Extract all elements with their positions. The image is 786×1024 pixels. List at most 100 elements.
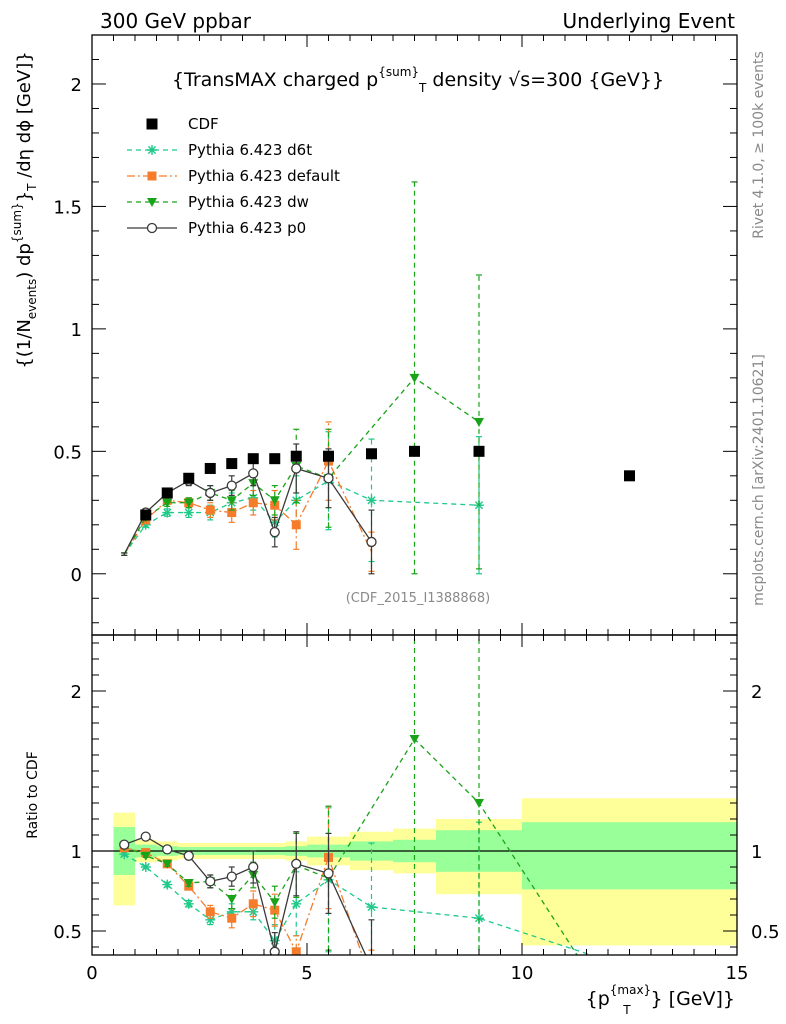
ratio-point-d6t [119,849,130,860]
ratio-point-default [205,907,215,917]
main-point-dw [269,496,280,506]
main-y-tick-label: 0 [71,565,82,586]
main-y-tick-label: 1.5 [53,197,82,218]
legend-entry-dw: Pythia 6.423 dw [127,193,309,211]
ratio-point-dw [140,851,151,861]
main-point-dw [162,498,173,508]
main-series-d6t [121,431,484,575]
main-plot-data [121,181,635,575]
main-point-p0 [323,473,334,484]
ratio-point-dw [183,879,194,888]
ratio-point-p0 [226,871,237,882]
main-point-p0 [366,536,377,548]
main-point-p0 [205,487,216,499]
ratio-point-default [270,905,280,915]
legend-marker-p0 [146,222,158,234]
ratio-y-tick-label-right: 2 [751,682,762,703]
ratio-y-tick-label: 2 [71,682,82,703]
main-point-cdf [366,448,377,460]
x-tick-label: 0 [86,963,97,984]
main-point-d6t [162,507,173,518]
legend-marker-default [147,171,157,181]
ratio-band-inner [522,822,737,890]
main-y-tick-label: 2 [71,75,82,96]
ratio-point-d6t [366,902,377,912]
ratio-y-axis-label: Ratio to CDF [25,751,41,839]
legend-marker-d6t [147,145,157,155]
ratio-point-default [291,947,301,955]
main-point-cdf [204,462,216,474]
main-point-cdf [624,470,635,482]
ratio-point-default [367,978,376,987]
main-point-p0 [291,463,302,474]
analysis-watermark: (CDF_2015_I1388868) [346,591,491,606]
main-point-p0 [248,468,259,479]
main-series-default [121,421,375,572]
ratio-y-tick-label-right: 1 [751,842,762,863]
ratio-point-p0 [183,850,194,861]
main-line-dw [123,376,480,555]
main-point-d6t [183,507,194,518]
legend-label-dw: Pythia 6.423 dw [188,193,309,211]
legend-entry-d6t: Pythia 6.423 d6t [127,141,312,159]
ratio-point-d6t [140,862,151,872]
ratio-series-p0 [119,831,376,972]
main-point-cdf [247,453,259,465]
ratio-y-tick-label-right: 0.5 [751,922,780,943]
main-series-dw [121,181,484,575]
main-line-p0 [123,467,373,555]
main-point-dw [183,498,194,508]
x-tick-label: 10 [511,963,534,984]
ratio-point-dw [409,735,420,744]
legend-label-cdf: CDF [188,115,219,133]
main-point-dw [226,496,237,506]
main-point-d6t [366,495,377,506]
ratio-point-p0 [162,844,173,855]
ratio-point-d6t [183,898,194,909]
main-line-d6t [123,479,480,555]
main-series-cdf [140,445,635,521]
legend-label-p0: Pythia 6.423 p0 [188,219,306,237]
main-point-p0 [269,526,280,538]
main-point-cdf [473,445,485,457]
ratio-plot-data [92,635,737,987]
ratio-point-p0 [269,946,280,955]
main-y-tick-label: 0.5 [53,442,82,463]
ratio-point-p0 [205,876,216,887]
axes: 00.511.520.5 0.51 12 20 5 10 15 [53,34,780,984]
ratio-y-tick-label: 0.5 [53,922,82,943]
mcplots-label: mcplots.cern.ch [arXiv:2401.10621] [751,354,767,606]
legend-marker-cdf [146,118,158,130]
legend-label-default: Pythia 6.423 default [188,167,340,185]
main-point-cdf [140,509,152,521]
main-point-default [227,508,237,518]
legend-entry-p0: Pythia 6.423 p0 [127,219,306,237]
ratio-point-p0 [367,963,376,972]
main-point-cdf [269,453,281,465]
ratio-y-tick-label: 1 [71,842,82,863]
ratio-point-p0 [323,868,334,879]
main-point-cdf [183,472,195,484]
main-point-default [205,505,215,515]
main-point-cdf [226,458,238,470]
main-y-tick-label: 1 [71,320,82,341]
header-left: 300 GeV ppbar [100,9,252,33]
main-point-cdf [161,487,173,499]
chart-title: {TransMAX charged p{sum}T density √s=300… [172,65,664,95]
ratio-point-d6t [162,879,173,890]
legend-marker-dw [147,198,157,207]
main-point-default [248,498,258,508]
ratio-point-default [248,899,258,909]
main-point-cdf [323,450,334,462]
legend-entry-cdf: CDF [146,115,219,133]
x-tick-label: 15 [726,963,749,984]
main-point-p0 [226,480,237,491]
ratio-point-p0 [248,861,259,873]
x-axis-label: {p{max} T} [GeV]} [586,983,735,1017]
ratio-point-dw [226,895,237,904]
ratio-point-dw [474,799,484,808]
ratio-point-p0 [291,858,302,869]
ratio-point-p0 [119,839,130,850]
main-point-cdf [290,450,302,462]
